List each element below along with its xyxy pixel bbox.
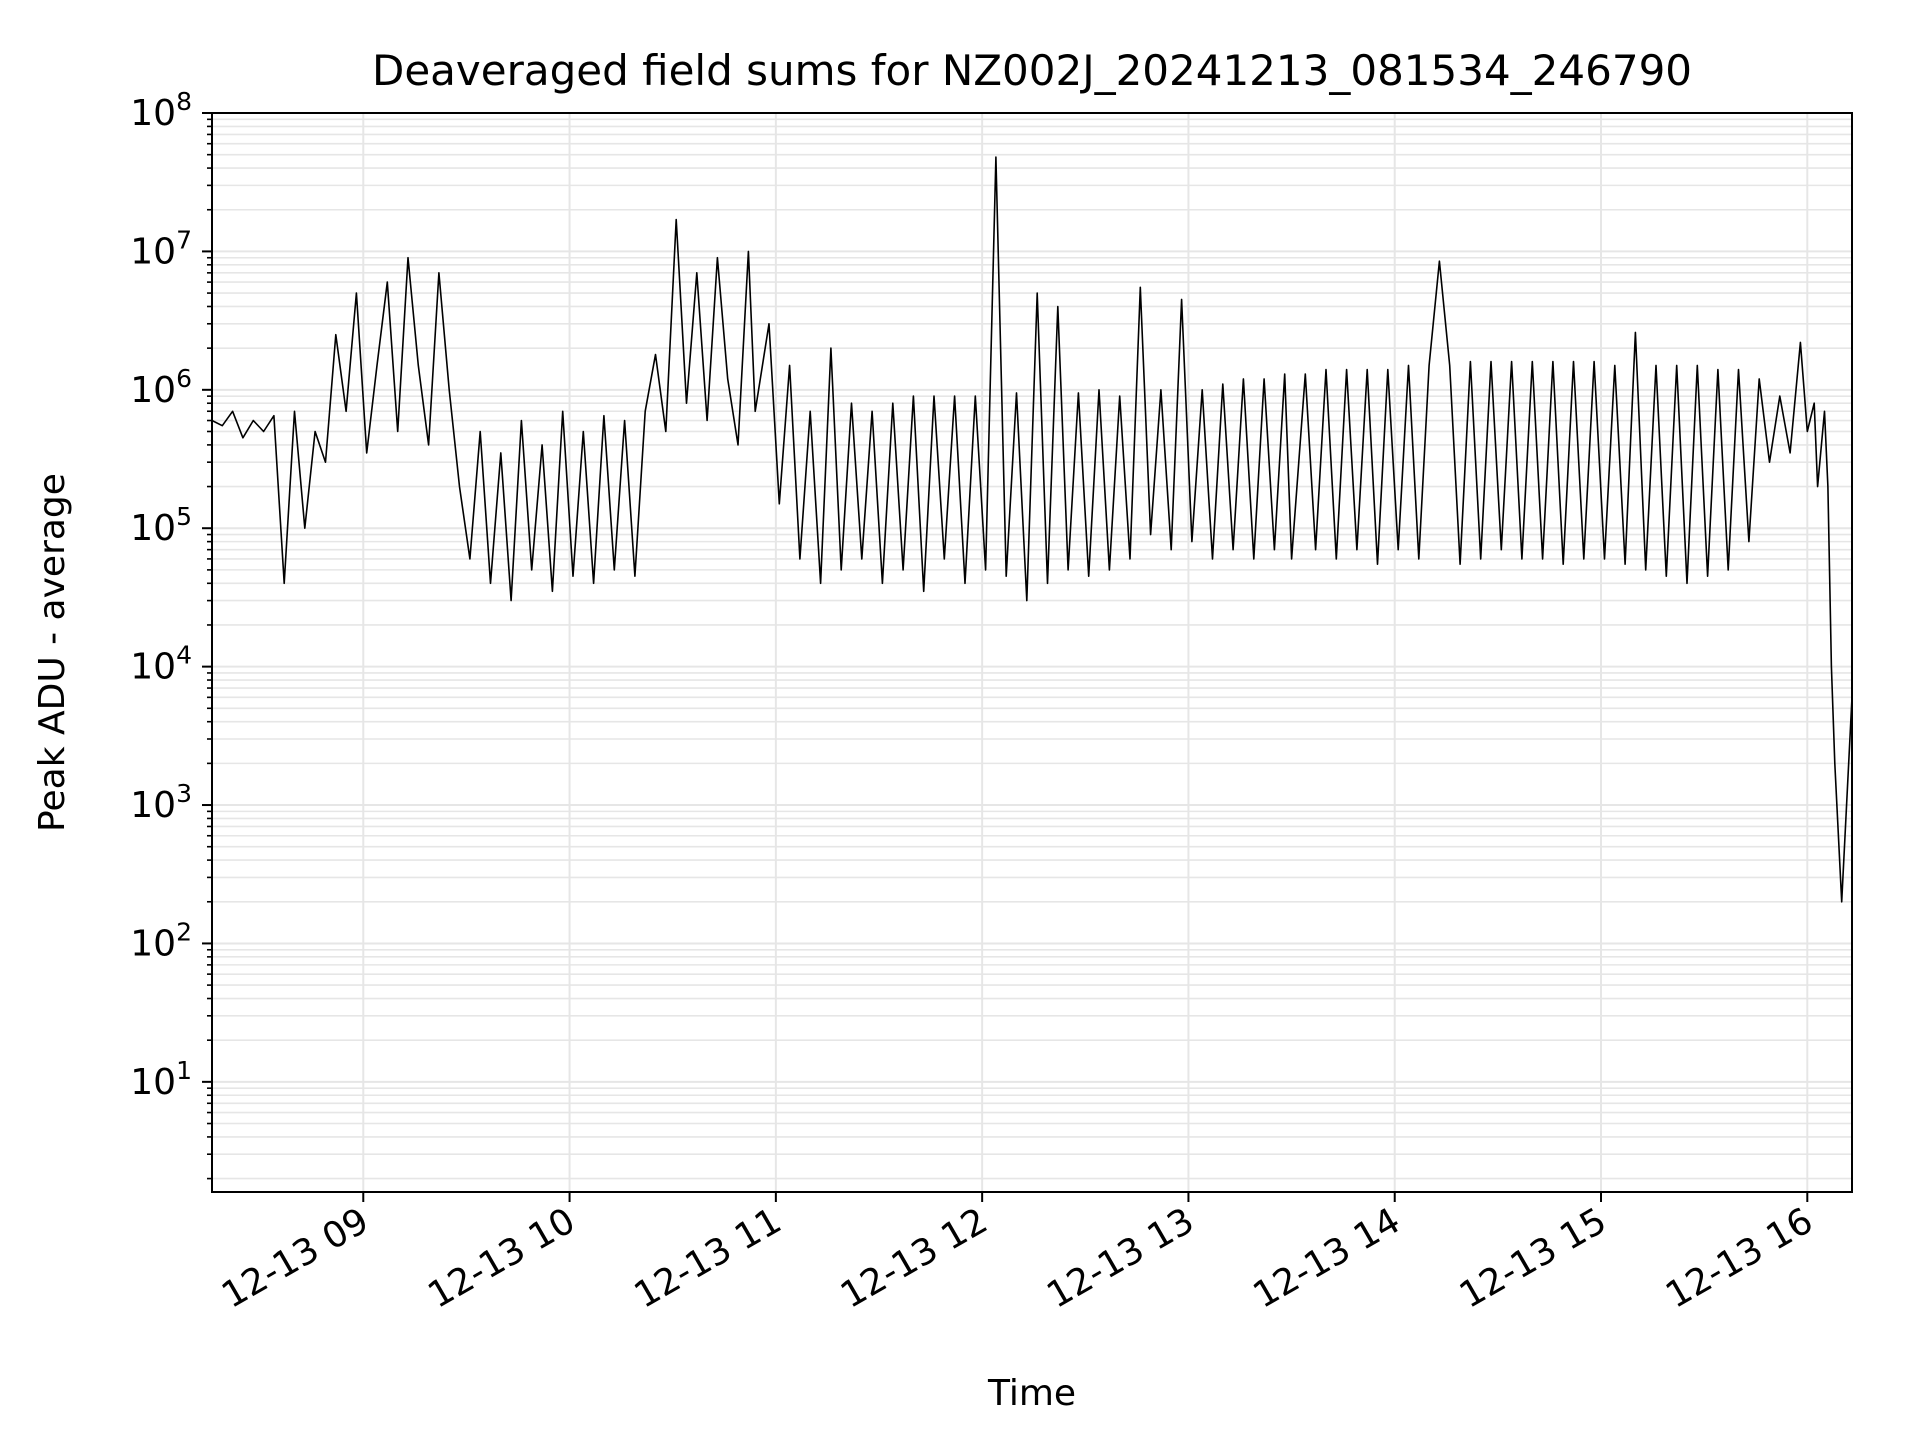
x-tick-label: 12-13 11 [628,1200,789,1316]
y-axis-label: Peak ADU - average [32,473,73,832]
grid [212,112,1852,1192]
y-tick-label: 103 [130,779,192,826]
x-axis: 12-13 09 12-13 10 12-13 11 12-13 12 12-13 13… [215,1192,1820,1317]
y-tick-label: 104 [130,641,192,688]
y-tick-label: 101 [130,1056,192,1103]
x-tick-label: 12-13 16 [1659,1200,1820,1316]
x-tick-label: 12-13 13 [1040,1200,1201,1316]
chart-title: Deaveraged field sums for NZ002J_2024121… [372,46,1692,95]
x-tick-label: 12-13 15 [1453,1200,1614,1316]
y-tick-label: 107 [130,225,192,272]
y-tick-label: 102 [130,917,192,964]
x-tick-label: 12-13 10 [421,1200,582,1316]
series-line [211,156,1853,903]
y-tick-label: 106 [130,364,192,411]
data-line-layer [211,156,1853,903]
x-tick-label: 12-13 14 [1247,1200,1408,1316]
x-axis-label: Time [987,1373,1076,1414]
plot-frame [211,112,1853,1193]
y-axis: 101 102 103 104 105 106 107 108 [130,87,212,1180]
x-tick-label: 12-13 09 [215,1200,376,1316]
y-tick-label: 108 [130,87,192,134]
x-tick-label: 12-13 12 [834,1200,995,1316]
y-tick-label: 105 [130,502,192,549]
